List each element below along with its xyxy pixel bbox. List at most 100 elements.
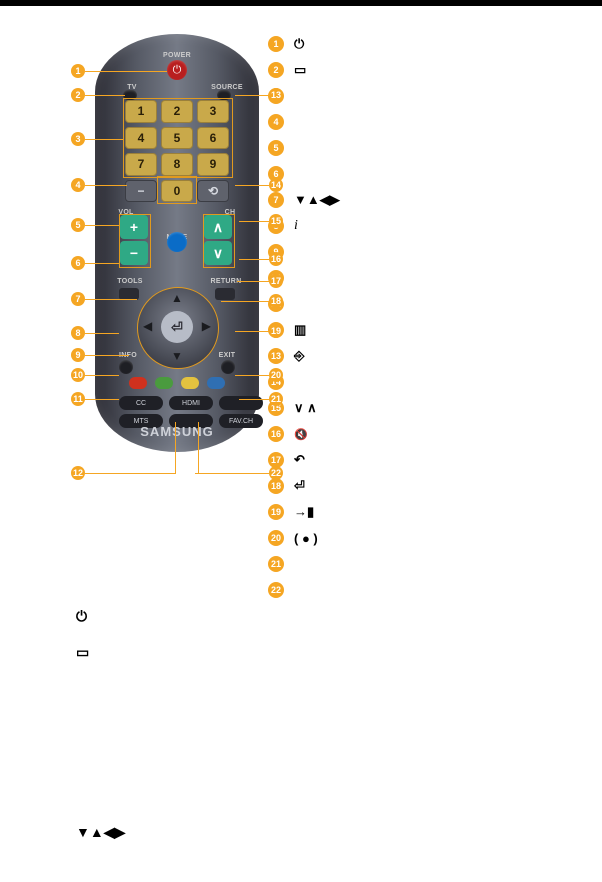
key-6[interactable]: 6 [197,127,229,150]
key-9[interactable]: 9 [197,153,229,176]
co-l-6: 6 [71,256,85,270]
co-l-4: 4 [71,178,85,192]
ch-down[interactable]: ∨ [204,241,232,265]
legend-num: 22 [268,582,284,598]
legend: 1⏻ 2▭ 3 4 5 6 7▼▲◀▶ 8i 9 10 11 12▥ 13⎆ 1… [268,34,588,606]
co-r-21: 21 [269,392,283,406]
legend-row: 11 [268,294,588,314]
yellow-button[interactable] [181,377,199,389]
co-l-3: 3 [71,132,85,146]
lead-r-19 [235,331,269,332]
legend-row: 17↶ [268,450,588,470]
green-button[interactable] [155,377,173,389]
lead-r-17 [237,281,269,282]
color-buttons [129,377,225,391]
tv-icon: ▭ [76,644,89,660]
arrows-icon: ▼▲◀▶ [294,192,340,208]
dpad: ▲ ▼ ◀ ▶ ⏎ [137,287,217,367]
key-8[interactable]: 8 [161,153,193,176]
lead-r-15 [239,221,269,222]
key-7[interactable]: 7 [125,153,157,176]
power-icon: ⏻ [294,36,304,52]
lead-l-8 [85,333,119,334]
bottom-row [76,680,556,706]
info-button[interactable] [119,360,133,374]
co-l-5: 5 [71,218,85,232]
key-2[interactable]: 2 [161,100,193,123]
mute-icon: 🔇 [294,428,308,441]
legend-num: 21 [268,556,284,572]
lead-l-10 [85,375,119,376]
vol-up[interactable]: + [120,215,148,239]
co-r-13: 13 [269,88,283,102]
arrows-icon: ▼▲◀▶ [76,824,125,840]
exit-label: EXIT [213,352,241,359]
co-l-1: 1 [71,64,85,78]
brand-label: SAMSUNG [95,424,259,439]
bottom-row: ▼▲◀▶ [76,824,556,850]
return-icon: ↶ [294,452,305,468]
co-r-19: 19 [269,324,283,338]
lead-l-9 [85,355,129,356]
lead-l-5 [85,225,119,226]
legend-num: 2 [268,62,284,78]
legend-row: 21 [268,554,588,574]
blue-button[interactable] [207,377,225,389]
cc-button[interactable]: CC [119,396,163,410]
bottom-row [76,860,556,882]
legend-row: 14 [268,372,588,392]
leadv-12 [175,422,176,474]
vol-rocker: + − [119,214,151,268]
power-button[interactable]: ⏻ [167,60,187,80]
legend-row: 10 [268,268,588,288]
lead-r-13 [235,95,269,96]
lead-r-22 [195,473,269,474]
key-1[interactable]: 1 [125,100,157,123]
key-4[interactable]: 4 [125,127,157,150]
lead-l-3 [85,139,123,140]
key-5[interactable]: 5 [161,127,193,150]
ch-rocker: ∧ ∨ [203,214,235,268]
hdmi-button[interactable]: HDMI [169,396,213,410]
co-r-16: 16 [269,252,283,266]
lead-r-18 [221,301,269,302]
tools-label: TOOLS [113,278,147,285]
legend-row: 8i [268,216,588,236]
red-button[interactable] [129,377,147,389]
legend-num: 1 [268,36,284,52]
legend-row: 13 ⎆ [268,346,588,366]
bottom-row: ⏻ [76,608,556,634]
ch-icon: ∨ ∧ [294,400,317,416]
dpad-down-icon: ▼ [171,349,183,363]
remote-body: POWER ⏻ TV SOURCE 1 2 3 4 5 6 7 8 9 − 0 … [95,34,259,452]
return-button[interactable] [215,288,235,300]
bottom-row [76,716,556,742]
source-icon: ⎆ [294,348,304,364]
legend-row: 2▭ [268,60,588,80]
legend-row: 4 [268,112,588,132]
legend-num: 18 [268,478,284,494]
exit-button[interactable] [221,360,235,374]
co-l-7: 7 [71,292,85,306]
legend-row: 5 [268,138,588,158]
bottom-list: ⏻ ▭ ▼▲◀▶ i [76,608,556,882]
key-3[interactable]: 3 [197,100,229,123]
page: POWER ⏻ TV SOURCE 1 2 3 4 5 6 7 8 9 − 0 … [0,0,602,882]
key-pre[interactable]: ⟲ [197,180,229,203]
legend-num: 7 [268,192,284,208]
legend-row: 20( ● ) [268,528,588,548]
legend-row: 19→▮ [268,502,588,522]
mute-button[interactable] [167,232,187,252]
bottom-row [76,788,556,814]
legend-row: 16🔇 [268,424,588,444]
ch-up[interactable]: ∧ [204,215,232,239]
co-r-14: 14 [269,178,283,192]
legend-num: 13 [268,348,284,364]
enter-button[interactable]: ⏎ [161,311,193,343]
co-r-20: 20 [269,368,283,382]
legend-row: 7 ▼▲◀▶ [268,190,588,210]
info-icon: i [294,218,298,234]
vol-down[interactable]: − [120,241,148,265]
leadv-22 [198,422,199,474]
key-minus[interactable]: − [125,180,157,203]
